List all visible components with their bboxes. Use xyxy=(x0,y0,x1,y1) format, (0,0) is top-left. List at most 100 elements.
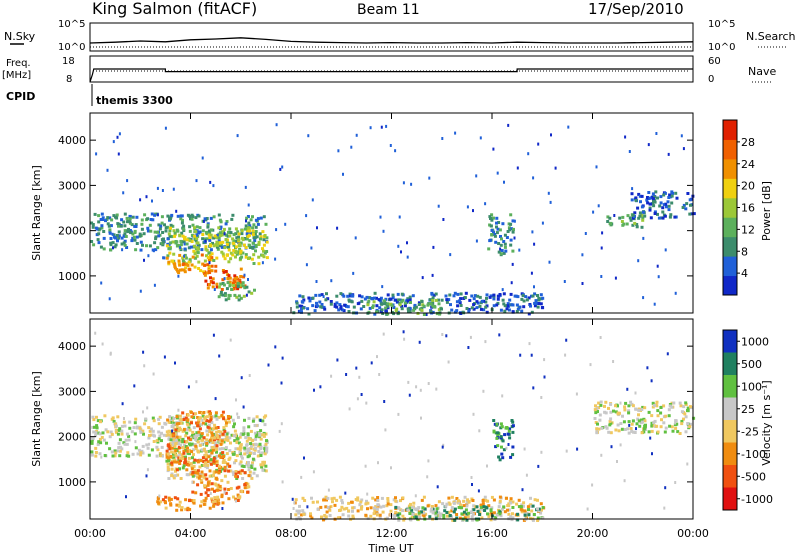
power-cell xyxy=(244,255,248,259)
velocity-cell xyxy=(199,433,203,437)
power-cell xyxy=(529,304,532,308)
velocity-cell xyxy=(164,506,168,510)
velocity-cell xyxy=(414,508,418,511)
velocity-cell xyxy=(219,487,223,491)
power-cell xyxy=(335,294,339,298)
velocity-cell xyxy=(163,355,166,359)
velocity-cell xyxy=(185,431,189,435)
power-cell xyxy=(536,294,539,297)
velocity-cell xyxy=(173,496,177,500)
power-cell xyxy=(111,232,114,236)
power-cell xyxy=(176,214,180,218)
power-cell xyxy=(513,236,516,240)
velocity-cell xyxy=(200,438,204,442)
velocity-cell xyxy=(394,499,398,503)
velocity-cell xyxy=(618,411,621,415)
power-cell xyxy=(210,258,214,262)
power-cell xyxy=(454,131,457,135)
velocity-cell xyxy=(177,442,181,446)
velocity-cell xyxy=(466,515,470,518)
velocity-cell xyxy=(146,446,150,450)
velocity-colorbar-segment xyxy=(723,375,737,398)
power-cell xyxy=(406,307,410,311)
velocity-cell xyxy=(171,452,175,456)
velocity-cell xyxy=(177,504,181,508)
power-cell xyxy=(153,283,156,287)
velocity-cell xyxy=(148,429,152,433)
velocity-cell xyxy=(243,448,247,452)
velocity-cell xyxy=(133,421,137,425)
power-cell xyxy=(503,180,505,184)
velocity-cell xyxy=(204,496,208,500)
power-cell xyxy=(154,237,158,241)
power-cell xyxy=(173,234,177,238)
power-cell xyxy=(494,240,498,244)
velocity-cell xyxy=(309,512,312,516)
power-cell xyxy=(420,308,424,312)
power-cell xyxy=(241,284,245,288)
power-cell xyxy=(354,236,357,240)
station-title: King Salmon (fitACF) xyxy=(92,0,257,18)
velocity-cell xyxy=(209,461,213,465)
velocity-cell xyxy=(664,414,668,418)
power-cell xyxy=(638,214,642,218)
velocity-cell xyxy=(167,477,171,480)
power-cell xyxy=(534,302,538,305)
power-cell xyxy=(383,299,386,303)
power-cell xyxy=(247,221,251,225)
power-cell xyxy=(117,152,120,156)
power-cell xyxy=(101,216,105,220)
power-cell xyxy=(343,303,347,307)
power-cell xyxy=(189,245,193,249)
velocity-cell xyxy=(471,512,475,516)
power-cell xyxy=(634,199,638,202)
velocity-cell xyxy=(115,430,118,434)
velocity-cell xyxy=(325,510,329,514)
velocity-cell xyxy=(600,453,603,457)
velocity-cell xyxy=(674,421,677,425)
power-cell xyxy=(400,307,404,311)
power-cell xyxy=(122,241,126,245)
velocity-cell xyxy=(531,504,535,508)
velocity-cell xyxy=(408,512,412,515)
power-cell xyxy=(201,156,204,160)
velocity-cell xyxy=(172,416,176,420)
power-cell xyxy=(168,247,172,251)
power-cell xyxy=(457,299,461,303)
velocity-cell xyxy=(123,442,127,446)
velocity-cell xyxy=(90,441,94,445)
velocity-cell xyxy=(330,497,334,501)
velocity-cell xyxy=(218,484,222,488)
velocity-cell xyxy=(294,498,298,502)
power-cell xyxy=(647,191,651,194)
velocity-cell xyxy=(168,447,172,451)
velocity-cell xyxy=(435,507,439,511)
velocity-cell xyxy=(653,404,657,407)
power-cell xyxy=(631,216,635,220)
velocity-cell xyxy=(166,433,170,437)
velocity-cell xyxy=(224,446,228,450)
velocity-cell xyxy=(243,483,247,487)
velocity-cell xyxy=(167,420,171,424)
power-cell xyxy=(234,284,238,288)
power-cell xyxy=(431,301,435,305)
velocity-cell xyxy=(655,424,659,428)
power-cell xyxy=(170,235,174,239)
power-cell xyxy=(175,240,179,244)
power-cell xyxy=(151,199,153,203)
velocity-cell xyxy=(170,472,174,476)
power-cell xyxy=(490,213,494,217)
power-cell xyxy=(128,220,132,224)
power-cell xyxy=(311,296,315,300)
power-cell xyxy=(227,260,231,264)
velocity-cell xyxy=(120,447,124,451)
power-cell xyxy=(208,261,211,265)
velocity-cell xyxy=(667,414,671,418)
power-cell xyxy=(179,214,182,218)
velocity-cell xyxy=(620,427,624,431)
velocity-cell xyxy=(379,505,383,509)
velocity-cell xyxy=(358,375,361,379)
velocity-cell xyxy=(210,431,214,435)
velocity-cell xyxy=(125,495,127,499)
velocity-cell xyxy=(165,449,169,453)
